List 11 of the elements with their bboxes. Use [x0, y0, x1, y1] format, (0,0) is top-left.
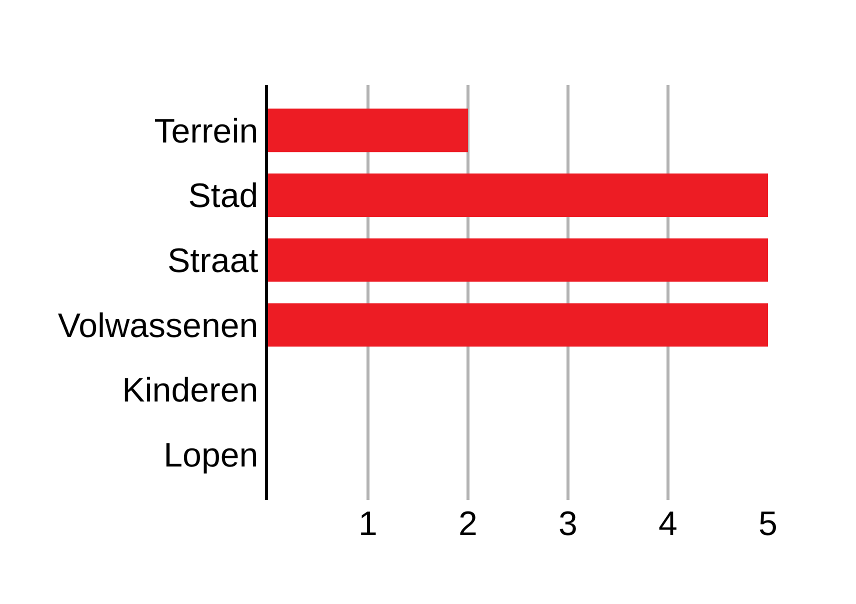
x-tick-label: 1 — [358, 505, 378, 543]
y-tick-label: Lopen — [164, 436, 258, 475]
x-tick-label: 5 — [758, 505, 778, 543]
x-tick-label: 3 — [558, 505, 578, 543]
y-tick-label: Stad — [188, 177, 258, 216]
y-tick-label: Kinderen — [122, 372, 258, 410]
y-tick-label: Straat — [167, 242, 259, 280]
x-tick-label: 4 — [658, 505, 678, 543]
x-tick-label: 2 — [458, 505, 478, 543]
y-tick-label: Terrein — [154, 112, 258, 150]
y-tick-label: Volwassenen — [58, 306, 258, 345]
